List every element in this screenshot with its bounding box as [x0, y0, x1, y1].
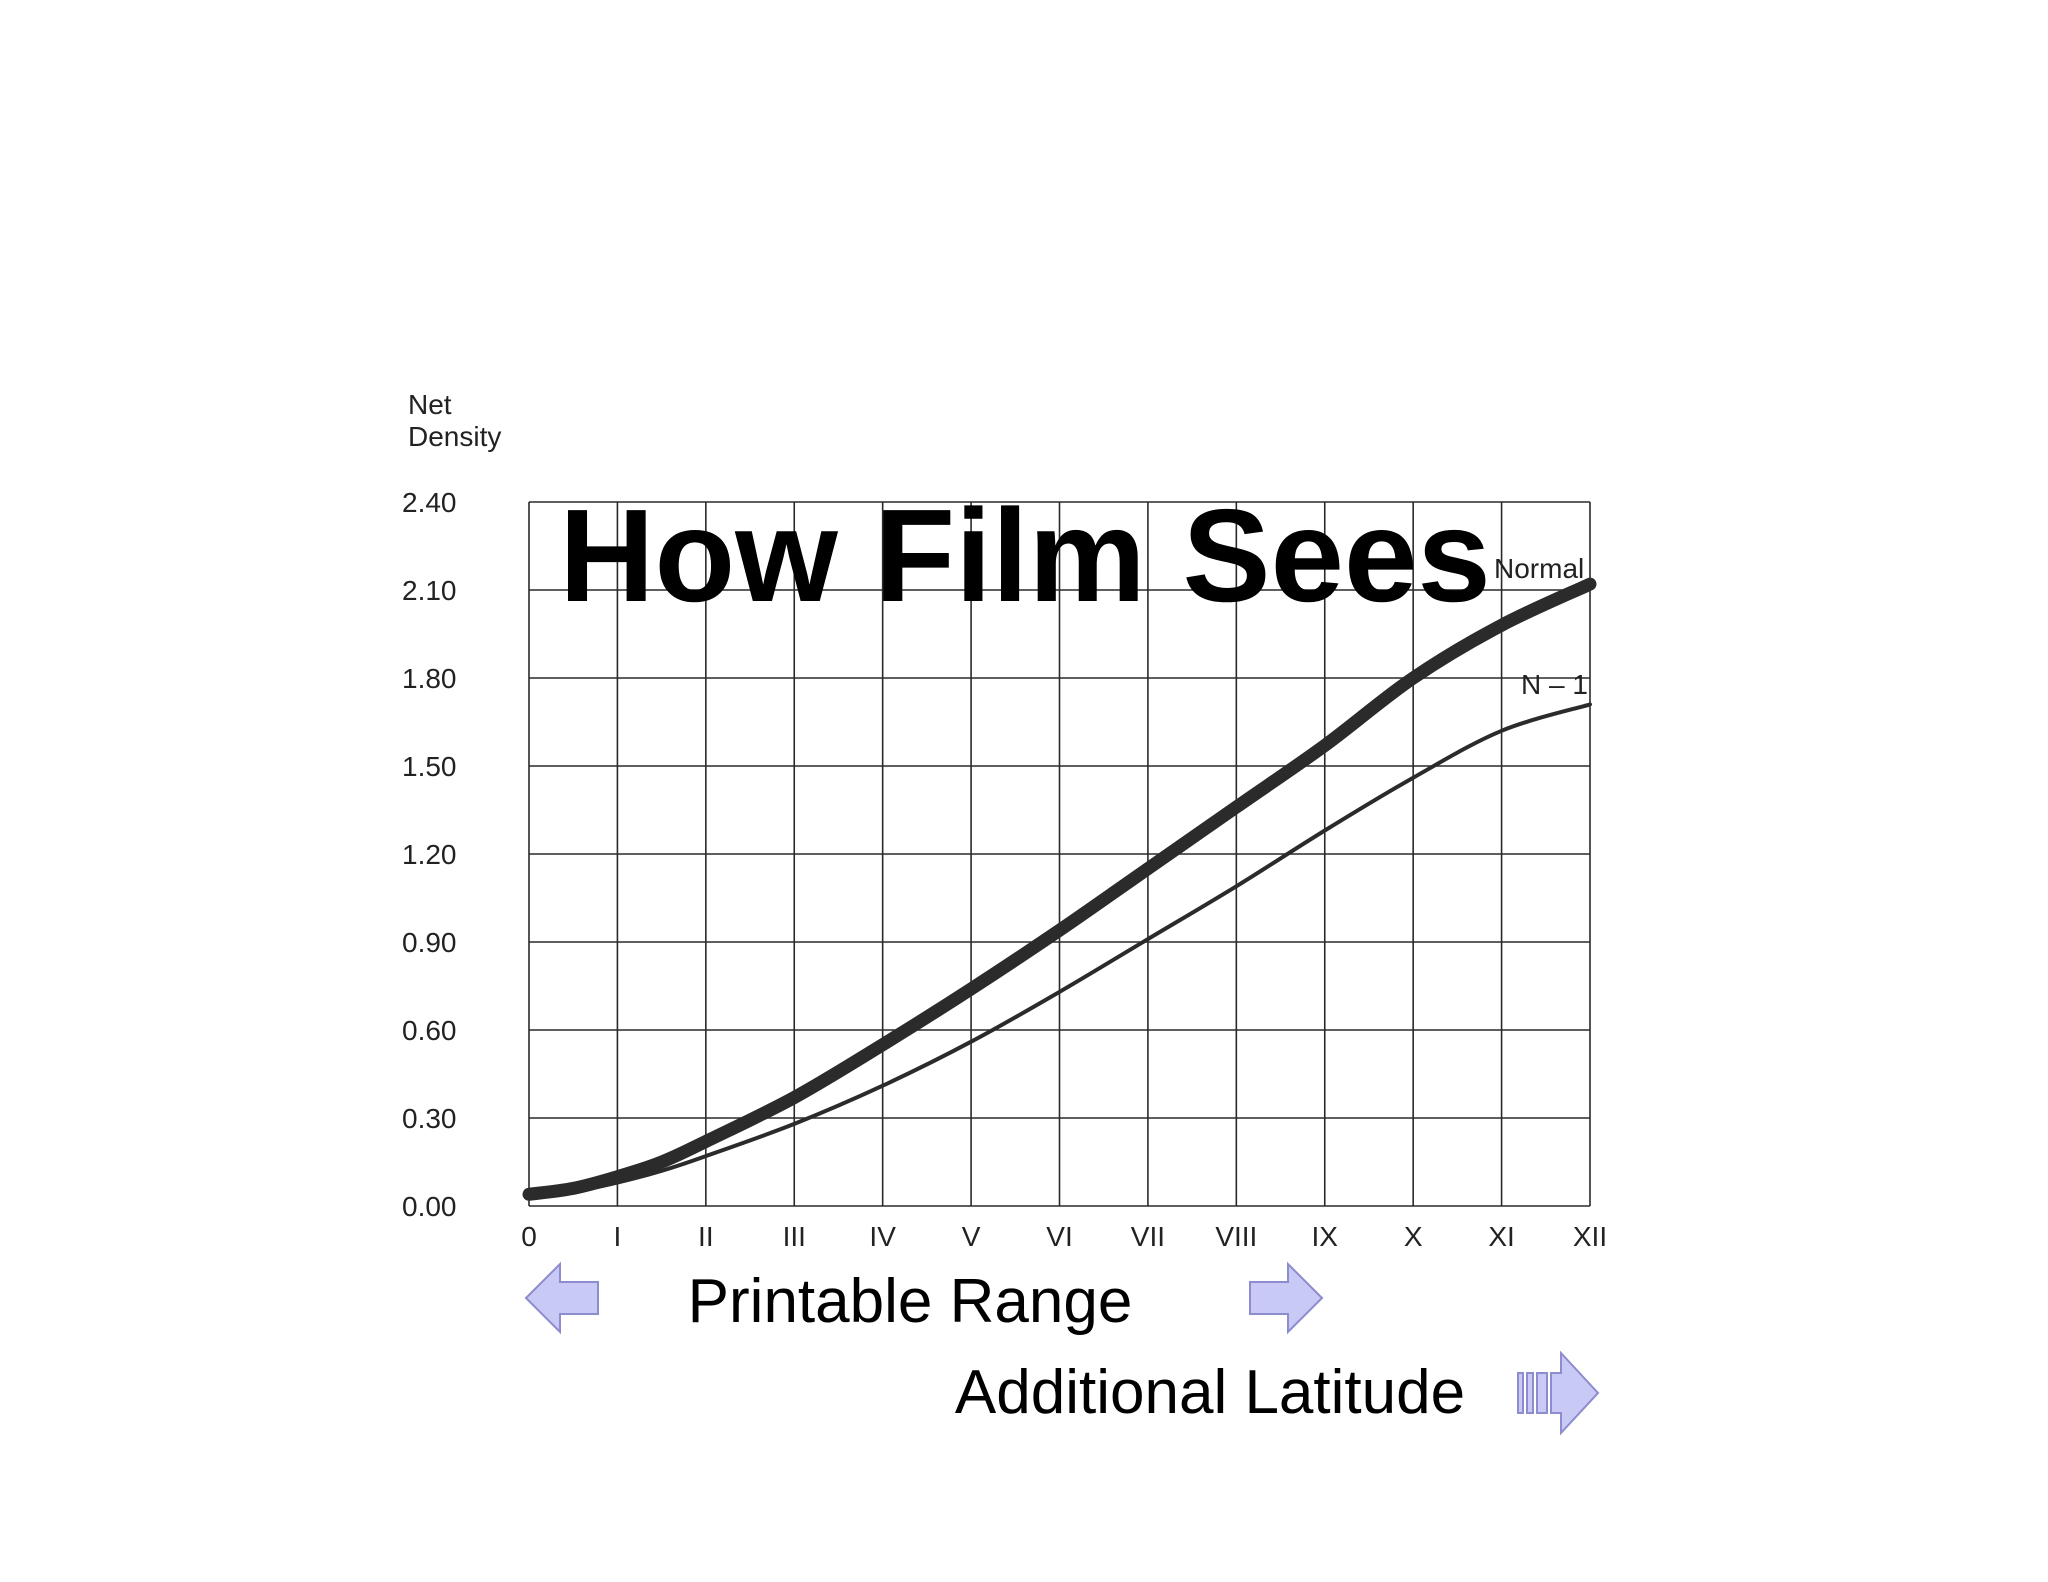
x-tick-label: VII	[1131, 1221, 1165, 1252]
x-tick-label: III	[783, 1221, 806, 1252]
x-tick-label: I	[614, 1221, 622, 1252]
y-tick-label: 0.60	[402, 1015, 457, 1046]
x-tick-label: XII	[1573, 1221, 1607, 1252]
x-tick-label: X	[1404, 1221, 1423, 1252]
left-arrow-icon	[524, 1261, 599, 1335]
series-label-n-minus-1: N – 1	[1521, 669, 1588, 700]
y-tick-label: 2.40	[402, 487, 457, 518]
y-tick-label: 0.00	[402, 1191, 457, 1222]
y-axis-label-line-2: Density	[408, 421, 501, 452]
right-arrow-icon	[1249, 1261, 1324, 1335]
x-tick-label: II	[698, 1221, 714, 1252]
x-axis-ticks: 0 I II III IV V VI VII VIII IX X XI XII	[521, 1221, 1607, 1252]
x-tick-label: XI	[1488, 1221, 1514, 1252]
y-axis-ticks: 0.00 0.30 0.60 0.90 1.20 1.50 1.80 2.10 2.40	[402, 487, 457, 1222]
x-tick-label: VI	[1046, 1221, 1072, 1252]
series-label-normal: Normal	[1494, 553, 1584, 584]
additional-latitude-label: Additional Latitude	[955, 1358, 1465, 1427]
y-tick-label: 0.90	[402, 927, 457, 958]
x-tick-label: V	[962, 1221, 981, 1252]
chart-title: How Film Sees	[559, 482, 1491, 629]
x-tick-label: IV	[869, 1221, 896, 1252]
x-tick-label: VIII	[1215, 1221, 1257, 1252]
x-tick-label: 0	[521, 1221, 537, 1252]
y-tick-label: 1.80	[402, 663, 457, 694]
y-tick-label: 1.20	[402, 839, 457, 870]
x-tick-label: IX	[1312, 1221, 1339, 1252]
printable-range-label: Printable Range	[688, 1267, 1133, 1336]
series-line-normal	[522, 577, 1597, 1201]
y-tick-label: 1.50	[402, 751, 457, 782]
y-tick-label: 0.30	[402, 1103, 457, 1134]
y-tick-label: 2.10	[402, 575, 457, 606]
series-line-n-minus-1	[527, 702, 1592, 1197]
chart-series	[522, 577, 1597, 1201]
striped-right-arrow-icon	[1517, 1350, 1600, 1436]
y-axis-label-line-1: Net	[408, 389, 452, 420]
